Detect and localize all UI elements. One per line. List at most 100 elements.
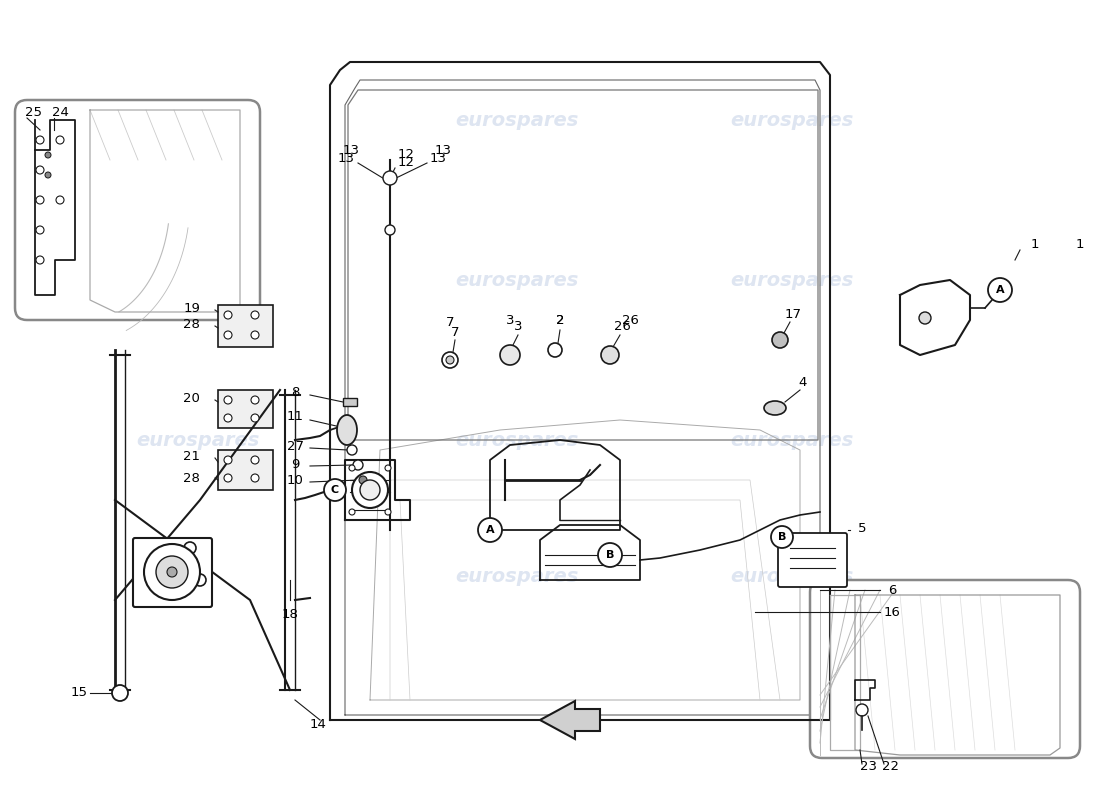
Text: eurospares: eurospares: [455, 430, 579, 450]
Text: 20: 20: [183, 391, 200, 405]
Text: 21: 21: [183, 450, 200, 462]
Text: A: A: [486, 525, 494, 535]
Text: B: B: [778, 532, 786, 542]
FancyBboxPatch shape: [778, 533, 847, 587]
Circle shape: [156, 556, 188, 588]
Text: 26: 26: [621, 314, 638, 326]
Text: 13: 13: [434, 143, 452, 157]
Circle shape: [353, 460, 363, 470]
Circle shape: [251, 456, 258, 464]
Text: 12: 12: [398, 155, 415, 169]
Circle shape: [918, 312, 931, 324]
Circle shape: [167, 567, 177, 577]
Circle shape: [598, 543, 622, 567]
Text: 15: 15: [72, 686, 88, 699]
Text: 3: 3: [514, 321, 522, 334]
Text: 18: 18: [282, 609, 298, 622]
Text: 8: 8: [290, 386, 299, 399]
Circle shape: [224, 456, 232, 464]
Text: 10: 10: [287, 474, 304, 487]
Text: eurospares: eurospares: [455, 566, 579, 586]
Text: 13: 13: [430, 151, 447, 165]
Text: eurospares: eurospares: [455, 270, 579, 290]
Circle shape: [349, 465, 355, 471]
Text: eurospares: eurospares: [455, 110, 579, 130]
Text: eurospares: eurospares: [136, 430, 260, 450]
Circle shape: [500, 345, 520, 365]
Circle shape: [224, 331, 232, 339]
Text: 28: 28: [183, 318, 200, 331]
Text: C: C: [331, 485, 339, 495]
Bar: [218, 450, 273, 490]
Circle shape: [772, 332, 788, 348]
Circle shape: [324, 479, 346, 501]
Circle shape: [601, 346, 619, 364]
Circle shape: [224, 414, 232, 422]
Circle shape: [385, 465, 390, 471]
Text: 5: 5: [858, 522, 867, 534]
Text: eurospares: eurospares: [730, 430, 854, 450]
Circle shape: [385, 509, 390, 515]
Circle shape: [349, 509, 355, 515]
Text: 1: 1: [1076, 238, 1085, 250]
Text: 2: 2: [556, 314, 564, 327]
Circle shape: [36, 226, 44, 234]
Circle shape: [478, 518, 502, 542]
Bar: [218, 305, 273, 347]
Text: 24: 24: [52, 106, 69, 119]
Circle shape: [36, 136, 44, 144]
Circle shape: [36, 166, 44, 174]
Text: 1: 1: [1031, 238, 1040, 250]
Circle shape: [251, 474, 258, 482]
Circle shape: [988, 278, 1012, 302]
Text: 4: 4: [799, 377, 807, 390]
Circle shape: [346, 445, 358, 455]
Text: 14: 14: [309, 718, 327, 731]
Text: eurospares: eurospares: [730, 110, 854, 130]
Text: 16: 16: [883, 606, 901, 618]
Text: 19: 19: [183, 302, 200, 314]
Circle shape: [771, 526, 793, 548]
Circle shape: [194, 574, 206, 586]
Circle shape: [224, 474, 232, 482]
Circle shape: [45, 172, 51, 178]
Text: eurospares: eurospares: [730, 566, 854, 586]
FancyBboxPatch shape: [810, 580, 1080, 758]
FancyBboxPatch shape: [15, 100, 260, 320]
Circle shape: [360, 480, 379, 500]
Circle shape: [383, 171, 397, 185]
Circle shape: [251, 396, 258, 404]
Circle shape: [224, 311, 232, 319]
Circle shape: [144, 544, 200, 600]
Text: 23: 23: [860, 761, 877, 774]
Text: 6: 6: [888, 583, 896, 597]
Text: eurospares: eurospares: [730, 270, 854, 290]
Circle shape: [548, 343, 562, 357]
Circle shape: [56, 196, 64, 204]
Text: 28: 28: [183, 471, 200, 485]
Text: 7: 7: [451, 326, 460, 338]
Circle shape: [446, 356, 454, 364]
Text: 3: 3: [506, 314, 515, 327]
FancyArrow shape: [540, 701, 600, 739]
Text: 12: 12: [398, 149, 415, 162]
Circle shape: [112, 685, 128, 701]
Circle shape: [45, 152, 51, 158]
Text: 11: 11: [286, 410, 304, 422]
Bar: [343, 398, 358, 406]
Text: 2: 2: [556, 314, 564, 327]
FancyBboxPatch shape: [133, 538, 212, 607]
Circle shape: [442, 352, 458, 368]
Circle shape: [251, 331, 258, 339]
Circle shape: [36, 196, 44, 204]
Circle shape: [856, 704, 868, 716]
Circle shape: [251, 414, 258, 422]
Text: A: A: [996, 285, 1004, 295]
Text: 7: 7: [446, 317, 454, 330]
Text: 13: 13: [343, 143, 360, 157]
Ellipse shape: [337, 415, 358, 445]
Text: 17: 17: [784, 307, 802, 321]
Circle shape: [36, 256, 44, 264]
Text: eurospares: eurospares: [136, 270, 260, 290]
Circle shape: [385, 225, 395, 235]
